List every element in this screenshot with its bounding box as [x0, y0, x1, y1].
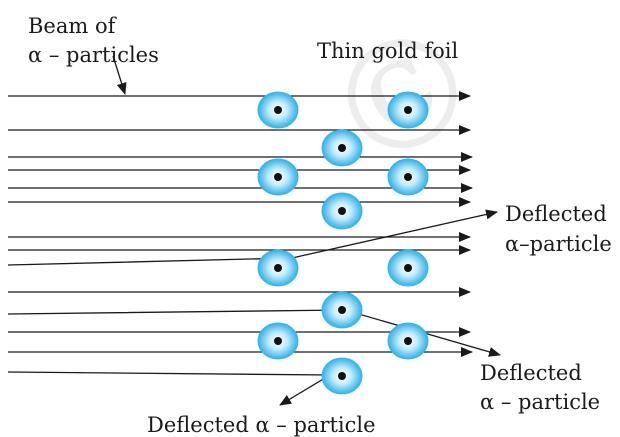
gold-nucleus-10	[257, 322, 299, 360]
gold-nucleus-5	[387, 158, 429, 196]
deflected-lower-label-line1: Deflected	[480, 361, 582, 385]
gold-nucleus-4	[257, 158, 299, 196]
gold-nucleus-6	[321, 192, 363, 230]
gold-nucleus-11	[387, 322, 429, 360]
gold-nuclei	[257, 91, 429, 395]
deflected-right-label-line2: α–particle	[505, 232, 612, 256]
beam-label-line1: Beam of	[28, 14, 118, 38]
gold-nucleus-12	[321, 357, 363, 395]
beam-label-pointer	[112, 55, 127, 95]
gold-nucleus-9	[321, 291, 363, 329]
gold-nucleus-8	[387, 249, 429, 287]
deflected-back-label: Deflected α – particle	[147, 413, 376, 437]
deflected-right-label-line1: Deflected	[505, 202, 607, 226]
gold-nucleus-7	[257, 249, 299, 287]
gold-nucleus-2	[387, 91, 429, 129]
gold-nucleus-3	[321, 129, 363, 167]
deflected-lower-label-line2: α – particle	[480, 390, 600, 414]
beam-label-line2: α – particles	[28, 43, 159, 67]
foil-label: Thin gold foil	[317, 39, 459, 63]
deflected-path-3	[7, 371, 333, 406]
gold-nucleus-1	[257, 91, 299, 129]
